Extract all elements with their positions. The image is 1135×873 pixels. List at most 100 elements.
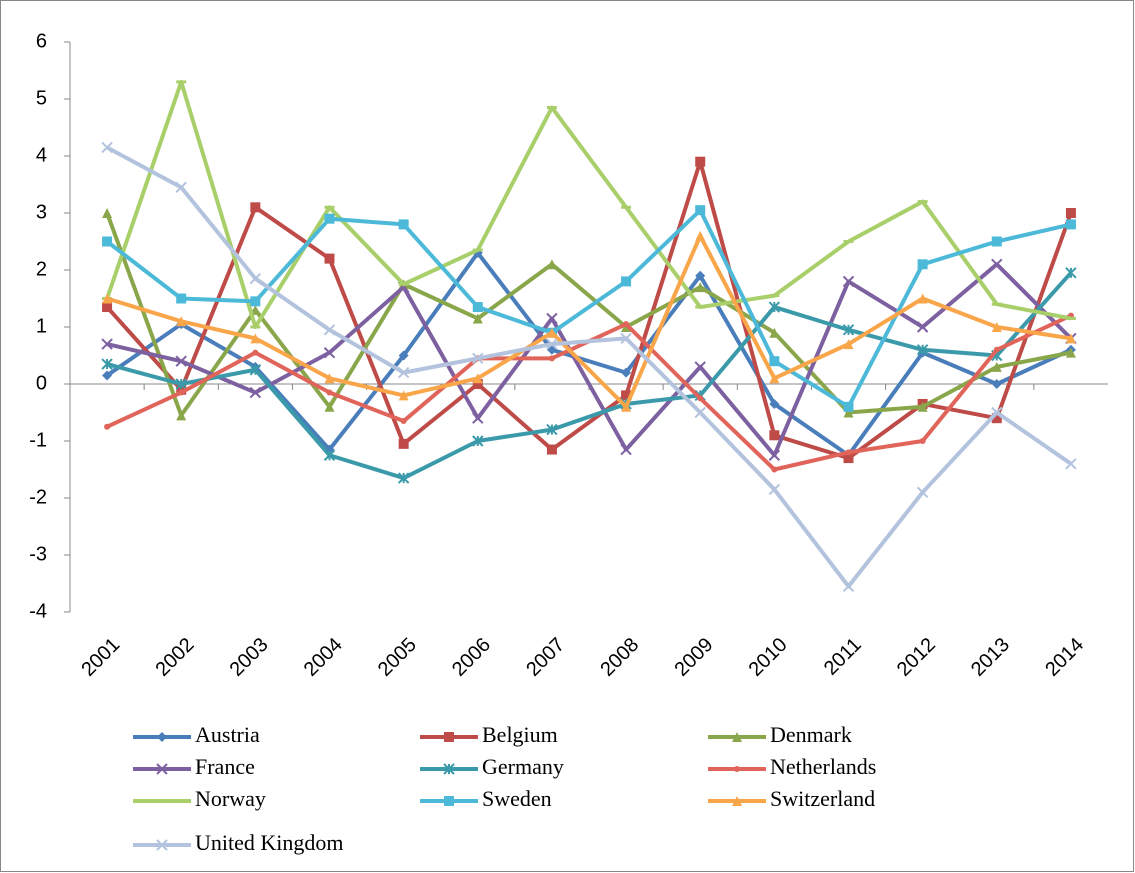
data-point: [769, 430, 780, 441]
data-point: [472, 435, 484, 447]
legend-marker: [444, 732, 454, 742]
data-point: [324, 373, 335, 384]
data-point: [101, 338, 113, 350]
data-point: [250, 296, 261, 307]
y-tick-label: -1: [29, 429, 47, 451]
data-point: [472, 302, 483, 313]
data-point: [621, 276, 632, 287]
data-point: [621, 390, 632, 401]
data-point: [769, 327, 780, 338]
data-point: [916, 321, 929, 333]
data-point: [324, 401, 335, 412]
legend-label: Austria: [195, 722, 260, 747]
data-point: [1065, 208, 1076, 218]
data-point: [548, 355, 555, 362]
legend-label: Netherlands: [770, 754, 876, 779]
legend-label: United Kingdom: [195, 830, 344, 855]
data-point: [843, 407, 854, 418]
data-point: [697, 395, 704, 402]
legend-label: Denmark: [770, 722, 852, 747]
y-tick-label: 1: [36, 315, 47, 337]
legend-marker: [156, 839, 168, 851]
data-point: [768, 301, 781, 313]
data-point: [991, 413, 1002, 424]
data-point: [917, 259, 928, 270]
data-point: [694, 361, 706, 373]
data-point: [546, 327, 557, 338]
data-point: [104, 423, 111, 430]
data-point: [623, 321, 630, 328]
data-point: [916, 344, 929, 356]
y-tick-label: 2: [36, 258, 47, 280]
data-point: [400, 418, 407, 425]
data-point: [1065, 347, 1076, 358]
y-tick-label: 0: [36, 372, 47, 394]
data-point: [546, 423, 558, 436]
data-point: [842, 324, 855, 336]
data-point: [621, 401, 632, 412]
series-line: [105, 250, 1072, 458]
data-point: [101, 358, 113, 370]
data-point: [397, 366, 410, 379]
data-point: [472, 379, 483, 389]
data-point: [991, 361, 1002, 372]
data-point: [472, 373, 483, 384]
data-point: [472, 412, 484, 424]
data-point: [323, 324, 336, 336]
data-point: [323, 449, 336, 461]
legend-label: Sweden: [482, 786, 552, 811]
y-tick-label: 4: [36, 144, 47, 166]
data-point: [919, 438, 926, 444]
data-point: [771, 466, 778, 473]
data-point: [178, 389, 185, 396]
data-point: [546, 338, 558, 350]
data-point: [695, 270, 706, 281]
legend-label: Norway: [195, 786, 266, 811]
data-point: [695, 156, 706, 167]
data-point: [250, 202, 261, 213]
data-point: [397, 472, 410, 484]
data-point: [842, 275, 855, 288]
data-point: [1065, 267, 1077, 279]
data-point: [991, 236, 1002, 247]
series-line: [105, 79, 1072, 329]
series-line: [106, 145, 1073, 589]
y-tick-label: 3: [36, 201, 47, 223]
data-point: [769, 356, 780, 367]
legend-label: Belgium: [482, 722, 558, 747]
data-point: [472, 313, 483, 324]
data-point: [398, 438, 409, 449]
data-point: [993, 346, 1000, 353]
series-line: [106, 233, 1072, 409]
legend-label: Switzerland: [770, 786, 875, 811]
data-point: [175, 355, 187, 367]
data-point: [102, 208, 113, 218]
legend-marker: [732, 796, 742, 806]
series-line: [105, 212, 1072, 418]
legend-label: Germany: [482, 754, 564, 779]
data-point: [176, 293, 187, 304]
data-point: [175, 378, 187, 390]
data-point: [843, 453, 854, 464]
data-point: [326, 389, 333, 396]
y-tick-label: -4: [29, 600, 47, 622]
data-point: [398, 390, 409, 401]
legend-marker: [734, 766, 740, 772]
data-point: [1065, 333, 1076, 344]
data-point: [175, 181, 187, 194]
data-point: [842, 580, 855, 593]
data-point: [398, 350, 409, 361]
legend-marker: [157, 732, 167, 742]
data-point: [102, 370, 113, 381]
data-point: [324, 213, 335, 224]
data-point: [843, 401, 854, 412]
data-point: [1065, 458, 1077, 470]
data-point: [102, 302, 113, 313]
y-tick-label: -3: [29, 543, 47, 565]
data-point: [695, 230, 706, 241]
data-point: [323, 346, 336, 359]
data-point: [695, 282, 706, 293]
data-point: [917, 401, 928, 412]
